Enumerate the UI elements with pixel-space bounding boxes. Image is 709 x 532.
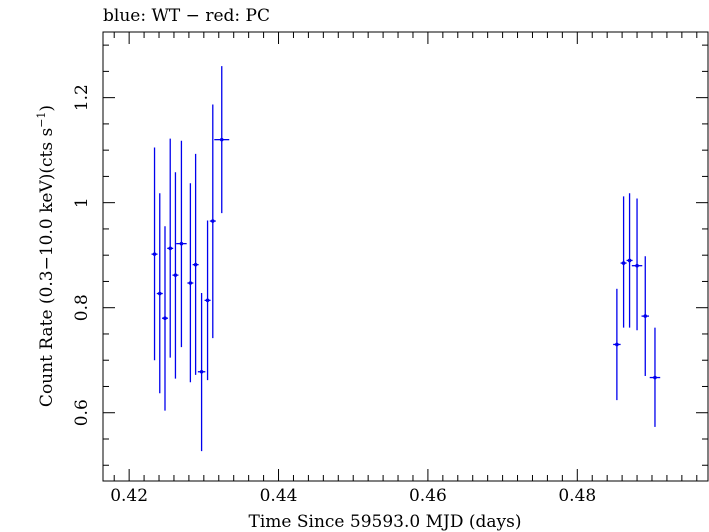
point-marker — [219, 137, 224, 142]
y-axis-label: Count Rate (0.3−10.0 keV)(cts s−1) — [35, 105, 57, 407]
point-marker — [205, 298, 210, 303]
data-point — [151, 147, 158, 361]
data-series — [151, 66, 661, 452]
data-point — [162, 226, 168, 411]
point-marker — [157, 291, 162, 296]
data-point — [214, 66, 230, 214]
x-axis: 0.42 0.44 0.46 0.48 — [110, 32, 698, 506]
point-marker — [179, 241, 184, 246]
point-marker — [653, 375, 657, 380]
data-point — [156, 193, 163, 394]
plot-frame — [102, 31, 709, 482]
y-axis-label-main: Count Rate (0.3−10.0 keV)(cts s — [37, 128, 57, 407]
point-marker — [635, 263, 639, 268]
data-point — [167, 138, 174, 358]
data-point — [641, 256, 649, 376]
data-point — [192, 153, 199, 375]
point-marker — [627, 258, 632, 263]
data-point — [209, 104, 216, 339]
x-axis-label: Time Since 59593.0 MJD (days) — [249, 512, 522, 532]
point-marker — [152, 252, 157, 256]
data-point — [620, 196, 627, 328]
point-marker — [615, 342, 619, 347]
y-tick-label: 1.2 — [72, 84, 92, 111]
chart-title: blue: WT − red: PC — [103, 6, 270, 26]
x-tick-label: 0.48 — [558, 486, 596, 506]
y-tick-label: 0.8 — [72, 294, 92, 321]
point-marker — [173, 273, 178, 277]
y-tick-label: 0.6 — [72, 399, 92, 426]
y-tick-label: 1 — [72, 197, 92, 208]
y-axis-label-close: ) — [37, 105, 57, 112]
point-marker — [193, 262, 198, 267]
point-marker — [163, 316, 167, 321]
data-point — [187, 183, 194, 383]
data-point — [204, 220, 211, 381]
data-point — [176, 140, 187, 348]
point-marker — [188, 281, 193, 285]
x-tick-label: 0.42 — [110, 486, 148, 506]
data-point — [631, 198, 643, 331]
data-point — [197, 292, 206, 452]
x-tick-label: 0.44 — [260, 486, 298, 506]
point-marker — [643, 314, 648, 318]
data-point — [626, 193, 633, 328]
y-axis-label-sup: −1 — [35, 112, 48, 128]
data-point — [172, 172, 179, 379]
point-marker — [168, 246, 173, 251]
point-marker — [621, 261, 626, 265]
x-tick-label: 0.46 — [409, 486, 447, 506]
data-point — [649, 327, 661, 427]
data-point — [613, 288, 621, 401]
y-axis: 0.6 0.8 1 1.2 — [72, 44, 708, 466]
point-marker — [199, 369, 204, 374]
point-marker — [210, 219, 215, 223]
